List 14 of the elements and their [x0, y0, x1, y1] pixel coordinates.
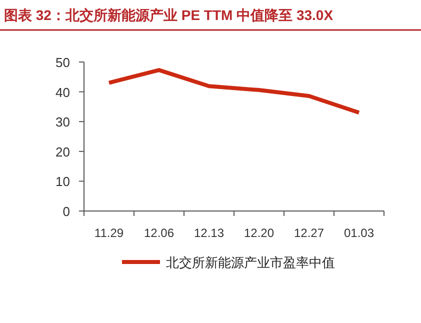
y-tick-label: 20: [56, 144, 70, 160]
title: 图表 32：北交所新能源产业 PE TTM 中值降至 33.0X: [4, 7, 334, 23]
legend-label: 北交所新能源产业市盈率中值: [166, 255, 335, 270]
x-tick-label: 12.13: [194, 226, 224, 240]
y-tick-label: 30: [56, 114, 70, 130]
x-tick-label: 01.03: [344, 226, 374, 240]
x-tick-label: 12.06: [144, 226, 174, 240]
x-tick-label: 12.27: [294, 226, 324, 240]
y-tick-label: 50: [56, 55, 70, 70]
x-tick-label: 12.20: [244, 226, 274, 240]
y-tick-label: 40: [56, 84, 70, 100]
x-tick-label: 11.29: [94, 226, 124, 240]
y-tick-label: 10: [56, 174, 70, 190]
y-tick-label: 0: [62, 204, 70, 219]
